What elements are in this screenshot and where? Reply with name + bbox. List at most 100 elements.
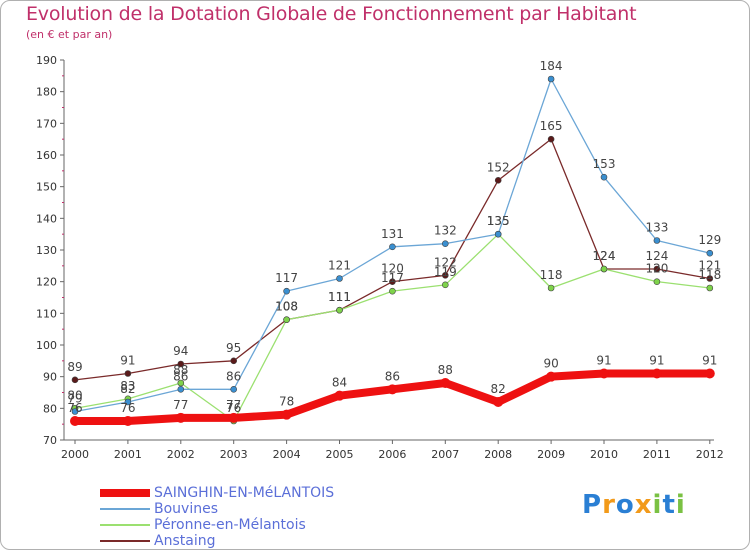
data-point bbox=[546, 371, 557, 382]
data-point bbox=[706, 249, 714, 257]
data-point bbox=[230, 357, 237, 365]
data-label: 94 bbox=[173, 344, 188, 358]
data-label: 121 bbox=[698, 259, 721, 273]
data-label: 86 bbox=[385, 369, 400, 383]
data-label: 95 bbox=[226, 341, 241, 355]
legend-swatch bbox=[100, 489, 150, 497]
data-label: 91 bbox=[120, 354, 135, 368]
data-label: 133 bbox=[645, 221, 668, 235]
x-tick-label: 2009 bbox=[537, 448, 565, 461]
data-point bbox=[122, 416, 133, 426]
data-point bbox=[706, 284, 714, 292]
y-tick-label: 150 bbox=[36, 181, 57, 194]
data-point bbox=[653, 237, 661, 244]
data-point bbox=[71, 376, 79, 384]
y-tick-label: 110 bbox=[36, 307, 57, 320]
y-tick-label: 180 bbox=[36, 86, 57, 99]
data-point bbox=[228, 412, 239, 423]
x-tick-label: 2007 bbox=[431, 448, 459, 461]
data-label: 165 bbox=[540, 119, 563, 133]
data-label: 89 bbox=[67, 360, 82, 374]
data-label: 132 bbox=[434, 224, 457, 238]
data-label: 117 bbox=[275, 271, 298, 285]
legend-label: Péronne-en-Mélantois bbox=[154, 517, 306, 533]
legend-swatch bbox=[100, 508, 150, 510]
data-label: 119 bbox=[434, 265, 457, 279]
y-tick-label: 80 bbox=[43, 402, 57, 415]
y-tick-label: 140 bbox=[36, 212, 57, 225]
data-point bbox=[230, 386, 237, 393]
data-point bbox=[334, 390, 345, 401]
logo-letter: i bbox=[652, 490, 663, 520]
data-label: 120 bbox=[381, 262, 404, 276]
data-label: 117 bbox=[381, 271, 404, 285]
data-label: 135 bbox=[487, 214, 510, 228]
logo-letter: P bbox=[582, 490, 603, 520]
x-tick-label: 2006 bbox=[378, 448, 406, 461]
chart-subtitle: (en € et par an) bbox=[26, 28, 113, 41]
data-label: 91 bbox=[649, 354, 664, 368]
data-label: 76 bbox=[67, 401, 82, 415]
data-label: 82 bbox=[120, 382, 135, 396]
data-point bbox=[281, 409, 292, 420]
legend-label: Bouvines bbox=[154, 501, 218, 517]
x-tick-label: 2008 bbox=[484, 448, 512, 461]
data-point bbox=[70, 416, 80, 426]
data-point bbox=[441, 281, 449, 289]
legend-swatch bbox=[100, 540, 150, 542]
data-point bbox=[441, 272, 449, 279]
y-tick-label: 70 bbox=[43, 434, 57, 447]
data-point bbox=[651, 368, 662, 379]
x-tick-label: 2001 bbox=[114, 448, 142, 461]
data-point bbox=[336, 306, 343, 314]
data-point bbox=[124, 398, 132, 406]
data-point bbox=[600, 265, 608, 273]
data-label: 88 bbox=[438, 363, 453, 377]
data-point bbox=[124, 370, 132, 377]
y-tick-label: 120 bbox=[36, 276, 57, 289]
data-point bbox=[440, 378, 451, 388]
data-point bbox=[175, 412, 186, 423]
x-tick-label: 2005 bbox=[326, 448, 354, 461]
data-label: 77 bbox=[226, 398, 241, 412]
data-point bbox=[547, 284, 555, 292]
data-point bbox=[71, 408, 79, 415]
x-tick-label: 2002 bbox=[167, 448, 195, 461]
y-tick-label: 100 bbox=[36, 339, 57, 352]
data-point bbox=[653, 278, 661, 285]
data-point bbox=[336, 275, 343, 282]
data-label: 86 bbox=[173, 369, 188, 383]
data-label: 108 bbox=[275, 300, 298, 314]
data-point bbox=[387, 384, 398, 395]
y-tick-label: 170 bbox=[36, 117, 57, 130]
data-label: 118 bbox=[540, 268, 563, 282]
data-label: 90 bbox=[543, 357, 558, 371]
x-tick-label: 2000 bbox=[61, 448, 89, 461]
data-label: 120 bbox=[645, 262, 668, 276]
data-label: 80 bbox=[67, 388, 82, 402]
y-tick-label: 130 bbox=[36, 244, 57, 257]
x-tick-label: 2004 bbox=[273, 448, 301, 461]
data-point bbox=[706, 275, 714, 282]
data-label: 78 bbox=[279, 395, 294, 409]
data-label: 111 bbox=[328, 290, 351, 304]
x-tick-label: 2012 bbox=[696, 448, 724, 461]
data-label: 124 bbox=[593, 249, 616, 263]
data-point bbox=[389, 287, 396, 295]
data-label: 131 bbox=[381, 227, 404, 241]
data-label: 86 bbox=[226, 369, 241, 383]
data-label: 83 bbox=[120, 379, 135, 393]
proxiti-logo: Proxiti bbox=[582, 490, 686, 520]
data-label: 184 bbox=[540, 59, 563, 73]
data-label: 129 bbox=[698, 233, 721, 247]
data-point bbox=[389, 243, 396, 251]
data-point bbox=[283, 316, 290, 323]
data-label: 121 bbox=[328, 259, 351, 273]
data-point bbox=[653, 265, 661, 273]
x-tick-label: 2011 bbox=[643, 448, 671, 461]
data-point bbox=[177, 360, 185, 368]
data-point bbox=[177, 379, 185, 387]
logo-letter: t bbox=[662, 490, 676, 520]
data-point bbox=[441, 240, 449, 247]
